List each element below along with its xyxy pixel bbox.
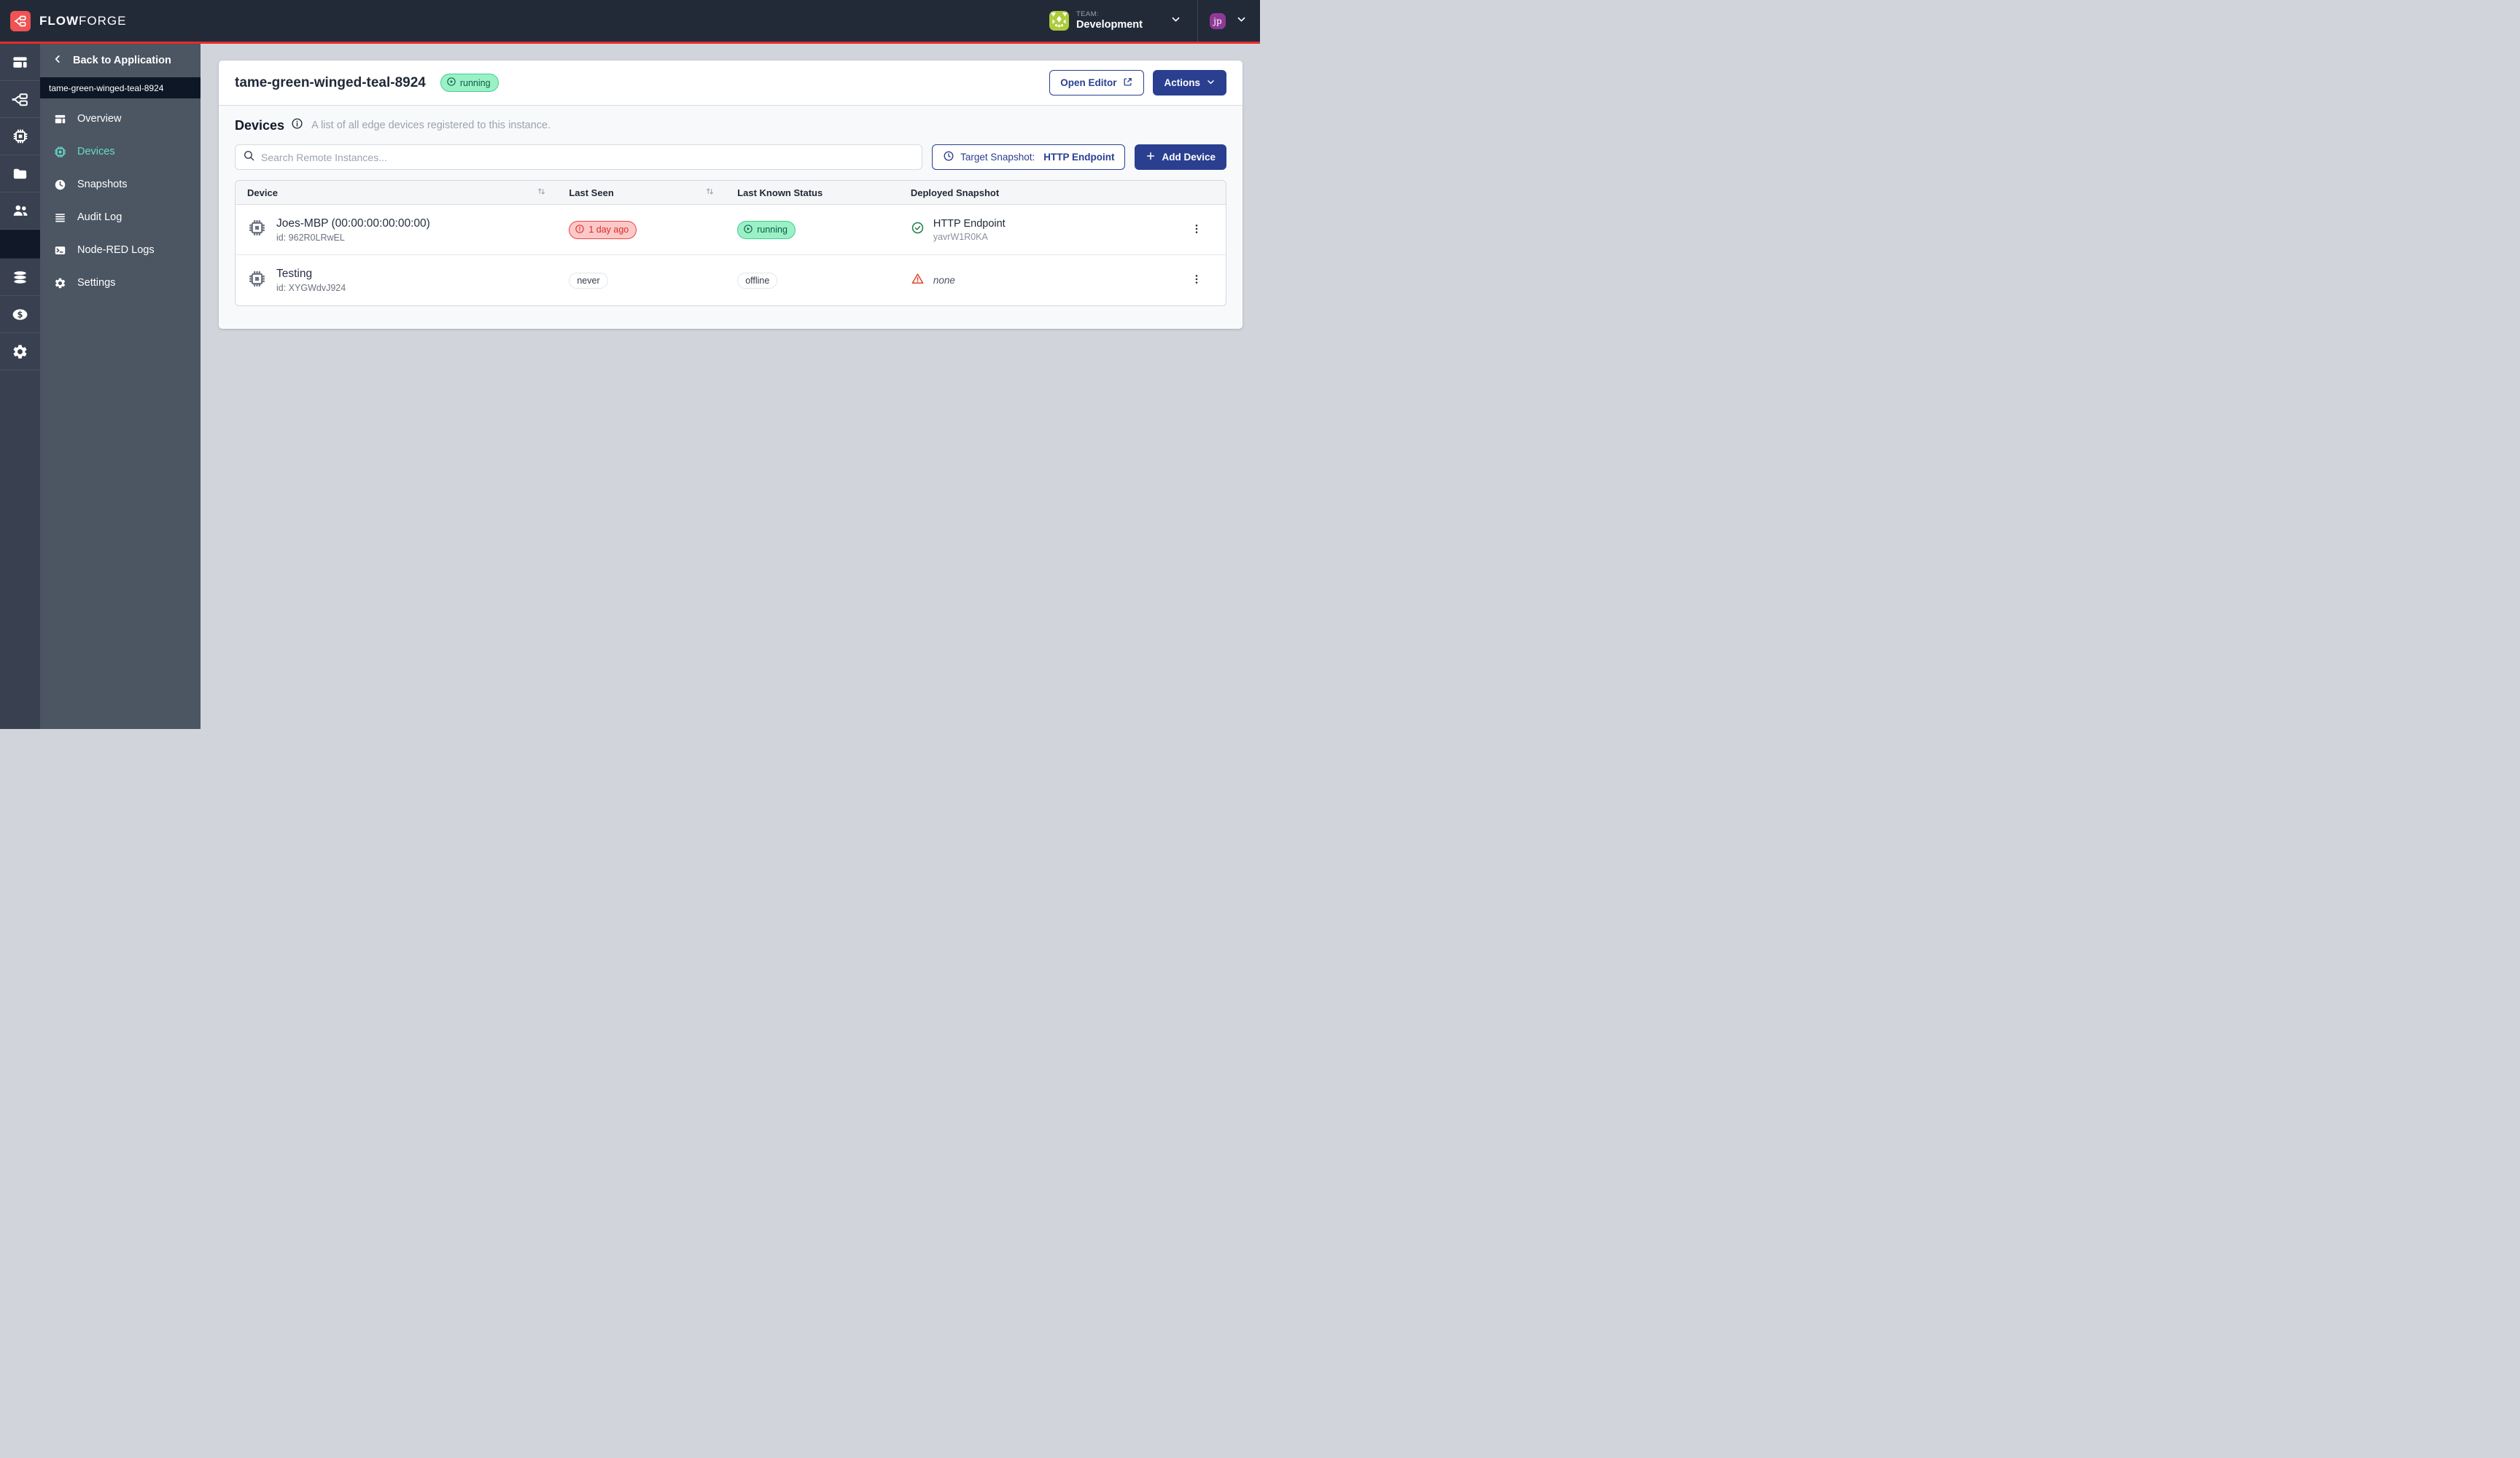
device-name[interactable]: Testing [276,268,313,280]
sidebar-item-node-red-logs[interactable]: Node-RED Logs [40,236,201,264]
exclamation-circle-icon [575,224,585,236]
brand-accent-line [0,42,1260,44]
strip-settings-icon[interactable] [0,333,40,370]
instance-card: tame-green-winged-teal-8924 running [219,61,1242,329]
device-id: id: XYGWdvJ924 [276,283,346,293]
chip-icon [53,145,67,159]
strip-billing-icon[interactable]: $ [0,296,40,333]
device-id: id: 962R0LRwEL [276,232,345,243]
instance-sidebar: Back to Application tame-green-winged-te… [40,44,201,729]
strip-data-icon[interactable] [0,259,40,296]
header-divider [1197,0,1198,42]
search-box [235,144,923,170]
snapshot-name: none [933,275,955,286]
devices-table: Device Last Seen [235,180,1226,306]
device-name[interactable]: Joes-MBP (00:00:00:00:00:00) [276,217,430,230]
sidebar-instance-name: tame-green-winged-teal-8924 [40,77,201,98]
team-selector[interactable]: TEAM: Development [1045,8,1186,34]
check-circle-icon [911,221,925,238]
add-device-button[interactable]: Add Device [1135,144,1226,170]
strip-library-icon[interactable] [0,155,40,192]
strip-active-slot [0,230,40,259]
row-kebab-menu[interactable] [1186,219,1207,241]
team-nav-strip: $ [0,44,40,729]
devices-description: A list of all edge devices registered to… [311,120,551,131]
search-input[interactable] [261,151,915,163]
chevron-left-icon [52,54,63,67]
sidebar-item-devices[interactable]: Devices [40,138,201,165]
strip-instances-icon[interactable] [0,81,40,118]
actions-button[interactable]: Actions [1153,70,1226,95]
brand-text: FLOWFORGE [39,13,127,28]
chip-icon [247,218,267,241]
device-row[interactable]: Testing id: XYGWdvJ924 never offline [236,255,1226,305]
play-circle-icon [446,77,456,89]
team-name: Development [1076,18,1143,31]
terminal-icon [53,244,67,257]
sidebar-item-audit-log[interactable]: Audit Log [40,203,201,231]
strip-applications-icon[interactable] [0,44,40,81]
chevron-down-icon [1170,14,1181,28]
chevron-down-icon [1236,14,1247,28]
external-link-icon [1122,77,1133,90]
svg-text:$: $ [18,309,23,319]
brand[interactable]: FLOWFORGE [10,10,127,31]
snapshot-name: HTTP Endpoint [933,217,1006,230]
list-icon [53,211,67,224]
main-content: tame-green-winged-teal-8924 running [201,44,1260,729]
device-row[interactable]: Joes-MBP (00:00:00:00:00:00) id: 962R0LR… [236,205,1226,255]
sort-icon[interactable] [704,186,715,199]
flowforge-logo-icon [10,10,31,31]
sidebar-item-snapshots[interactable]: Snapshots [40,171,201,198]
column-last-seen[interactable]: Last Seen [557,186,726,199]
gear-icon [53,277,67,289]
row-kebab-menu[interactable] [1186,269,1207,292]
column-device[interactable]: Device [236,186,557,199]
column-last-known-status: Last Known Status [737,187,823,198]
page-title: tame-green-winged-teal-8924 [235,74,426,90]
warning-triangle-icon [911,272,925,289]
table-header: Device Last Seen [236,181,1226,205]
sidebar-item-overview[interactable]: Overview [40,105,201,133]
strip-devices-icon[interactable] [0,118,40,155]
sidebar-item-settings[interactable]: Settings [40,269,201,297]
user-avatar: jp [1210,12,1226,29]
team-label: TEAM: [1076,9,1099,18]
team-avatar [1049,11,1069,31]
instance-status-badge: running [440,74,499,92]
back-to-application[interactable]: Back to Application [40,44,201,77]
open-editor-button[interactable]: Open Editor [1049,70,1145,95]
search-icon [243,149,255,165]
chip-icon [247,269,267,292]
status-badge: running [737,220,796,239]
snapshot-id: yavrW1R0KA [933,231,988,242]
status-badge: offline [737,272,778,289]
devices-heading: Devices [235,117,285,133]
chevron-down-icon [1206,77,1216,89]
user-menu[interactable]: jp [1210,12,1247,29]
column-deployed-snapshot: Deployed Snapshot [910,187,1000,198]
play-circle-icon [743,224,753,236]
info-icon[interactable] [291,117,303,133]
top-navbar: FLOWFORGE TEAM: Development [0,0,1260,42]
sort-icon[interactable] [536,186,547,199]
clock-icon [943,150,954,164]
last-seen-badge: never [569,272,608,289]
plus-icon [1146,151,1156,163]
last-seen-badge: 1 day ago [569,220,637,239]
strip-members-icon[interactable] [0,192,40,230]
overview-icon [53,113,67,125]
clock-icon [53,179,67,191]
target-snapshot-button[interactable]: Target Snapshot: HTTP Endpoint [932,144,1126,170]
